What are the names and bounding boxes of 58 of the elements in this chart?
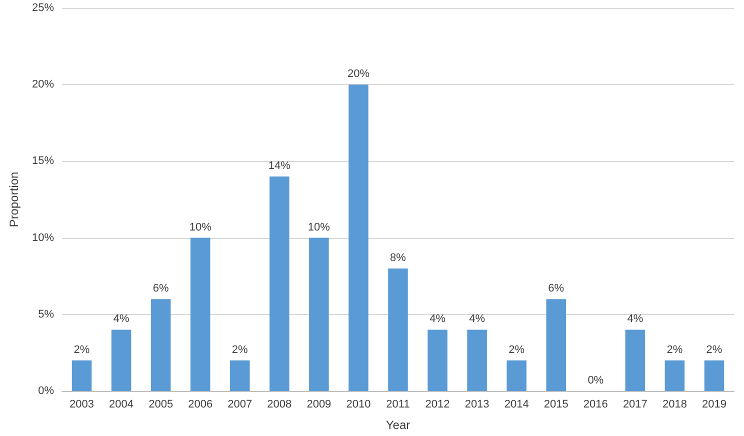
- data-label: 4%: [113, 313, 130, 326]
- x-tick-label: 2005: [148, 398, 174, 410]
- y-tick-label: 5%: [38, 308, 54, 320]
- data-label: 2%: [666, 344, 683, 356]
- data-label: 4%: [430, 313, 446, 326]
- x-tick-label: 2003: [70, 398, 94, 410]
- x-tick-label: 2009: [306, 398, 332, 410]
- bar: [150, 299, 171, 391]
- bar: [546, 299, 566, 391]
- y-tick-label: 10%: [32, 232, 54, 244]
- data-label: 4%: [627, 313, 644, 326]
- y-axis-title: Proportion: [7, 172, 21, 228]
- x-tick-label: 2019: [702, 398, 726, 410]
- data-label: 2%: [232, 344, 248, 356]
- x-tick-label: 2011: [386, 398, 410, 410]
- data-label: 6%: [548, 282, 564, 295]
- data-label: 2%: [706, 344, 722, 356]
- bar: [111, 330, 132, 391]
- x-tick-label: 2014: [504, 398, 529, 410]
- data-label: 20%: [347, 68, 370, 80]
- x-tick-label: 2016: [583, 398, 608, 410]
- data-label: 4%: [469, 313, 486, 326]
- bar: [506, 360, 526, 391]
- x-tick-label: 2006: [188, 398, 213, 410]
- bar: [467, 330, 487, 391]
- x-tick-label: 2010: [346, 398, 371, 410]
- bar: [428, 330, 448, 391]
- bar: [190, 238, 210, 391]
- data-label: 8%: [390, 252, 406, 264]
- y-tick-label: 20%: [32, 78, 54, 91]
- bar: [230, 360, 250, 391]
- x-axis-title: Year: [386, 418, 410, 432]
- data-label: 2%: [74, 344, 90, 356]
- y-tick-label: 25%: [32, 2, 54, 14]
- x-tick-label: 2015: [544, 398, 568, 410]
- bar: [388, 268, 408, 391]
- data-label: 6%: [152, 282, 169, 295]
- data-label: 0%: [588, 374, 604, 386]
- data-label: 10%: [189, 221, 212, 234]
- bar: [664, 360, 685, 391]
- y-tick-label: 0%: [38, 385, 54, 397]
- bar: [625, 330, 646, 391]
- x-tick-label: 2012: [425, 398, 450, 410]
- x-tick-label: 2017: [622, 398, 648, 410]
- bar: [704, 360, 724, 391]
- bar: [348, 84, 368, 391]
- bar: [270, 176, 290, 391]
- x-tick-label: 2004: [109, 398, 134, 410]
- bar: [309, 238, 329, 391]
- x-tick-label: 2018: [662, 398, 687, 410]
- data-label: 14%: [268, 160, 291, 172]
- data-label: 2%: [508, 344, 525, 356]
- x-tick-label: 2007: [228, 398, 252, 410]
- bar: [72, 360, 92, 391]
- x-tick-label: 2013: [464, 398, 490, 410]
- y-tick-label: 15%: [32, 155, 54, 168]
- x-tick-label: 2008: [267, 398, 292, 410]
- data-label: 10%: [308, 221, 330, 234]
